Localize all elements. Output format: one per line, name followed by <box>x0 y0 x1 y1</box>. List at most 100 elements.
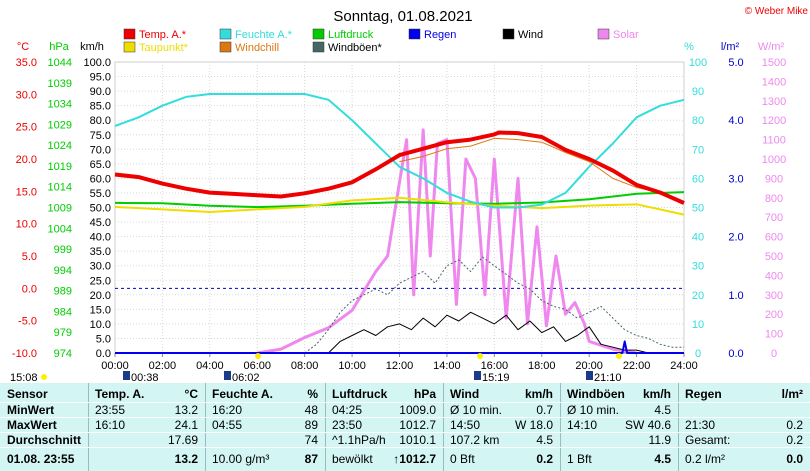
x-tick-label: 18:00 <box>528 360 556 372</box>
axis-tick-label: 1019 <box>48 161 72 173</box>
axis-tick-label: 95.0 <box>90 72 111 84</box>
legend-swatch <box>597 28 610 40</box>
legend-label: Taupunkt* <box>139 42 189 54</box>
legend-swatch <box>219 28 232 40</box>
table-column-divider <box>205 383 206 471</box>
axis-tick-label: 60.0 <box>90 173 111 185</box>
axis-tick-label: 10.0 <box>90 319 111 331</box>
table-cell-value: 0.2 <box>786 433 803 447</box>
axis-tick-label: 20 <box>692 290 704 302</box>
axis-tick-label: 80 <box>692 115 704 127</box>
axis-tick-label: 15.0 <box>16 186 37 198</box>
axis-tick-label: 10.0 <box>16 219 37 231</box>
table-cell-value: ↑1012.7 <box>393 452 436 466</box>
table-cell-note: ^1.1hPa/h <box>332 433 386 447</box>
axis-tick-label: 1014 <box>48 182 72 194</box>
table-cell-value: 0.2 <box>536 452 553 466</box>
chart-title: Sonntag, 01.08.2021 <box>333 8 472 25</box>
credit-label: © Weber Mike <box>745 6 809 17</box>
table-cell-note: 1 Bft <box>567 452 592 466</box>
series-line-dewpoint <box>114 196 685 216</box>
table-row-divider <box>0 417 810 418</box>
axis-tick-label: 90.0 <box>90 86 111 98</box>
table-header: Windböen <box>567 387 625 401</box>
axis-tick-label: 75.0 <box>90 130 111 142</box>
axis-tick-label: 35.0 <box>90 246 111 258</box>
axis-unit-label: W/m² <box>758 41 785 53</box>
table-column-divider <box>560 383 561 471</box>
axis-tick-label: 85.0 <box>90 101 111 113</box>
table-column-divider <box>678 383 679 471</box>
table-cell-value: 0.0 <box>786 452 803 466</box>
legend-label: Regen <box>424 29 456 41</box>
table-cell-note: 16:20 <box>212 403 243 417</box>
axis-tick-label: 70 <box>692 144 704 156</box>
table-cell-value: 1012.7 <box>399 418 436 432</box>
table-cell-note: 23:50 <box>332 418 363 432</box>
x-tick-label: 14:00 <box>433 360 461 372</box>
table-cell-note: bewölkt <box>332 452 373 466</box>
table-row-divider <box>0 447 810 448</box>
table-cell-note: 21:30 <box>685 418 716 432</box>
table-cell-value: 4.5 <box>654 403 671 417</box>
axis-tick-label: 15.0 <box>90 304 111 316</box>
table-cell-note: 14:50 <box>450 418 481 432</box>
sun-marker-label: 21:10 <box>594 372 622 383</box>
table-cell-value: 1010.1 <box>399 433 436 447</box>
grid <box>114 61 685 354</box>
table-cell-note: 23:55 <box>95 403 126 417</box>
below-axis-markers: 15:08 00:38 06:02 15:19 21:10 <box>10 353 622 383</box>
sun-marker-label: 00:38 <box>131 372 159 383</box>
table-cell-value: 74 <box>304 433 318 447</box>
axis-tick-label: 1200 <box>762 115 786 127</box>
axis-tick-label: 40.0 <box>90 232 111 244</box>
legend-swatch <box>219 41 232 53</box>
table-column-divider <box>325 383 326 471</box>
table-cell-value: 87 <box>304 452 318 466</box>
series-line-gust <box>304 256 684 354</box>
axis-tick-label: 900 <box>765 173 783 185</box>
axis-tick-label: 1500 <box>762 57 786 69</box>
axis-unit-label: km/h <box>80 41 104 53</box>
sun-marker-icon <box>474 371 481 380</box>
legend-swatch <box>312 41 325 53</box>
table-cell-note: 04:55 <box>212 418 243 432</box>
table-cell-note: 107.2 km <box>450 433 500 447</box>
table-cell-value: 4.5 <box>654 452 671 466</box>
axis-unit-label: l/m² <box>721 41 740 53</box>
axis-tick-label: 1.0 <box>728 290 743 302</box>
table-cell-note: Ø 10 min. <box>450 403 503 417</box>
series-line-pressure <box>114 191 685 209</box>
axis-tick-label: 55.0 <box>90 188 111 200</box>
axis-unit-label: hPa <box>49 41 69 53</box>
table-row-label: Durchschnitt <box>7 433 82 447</box>
series-line-temp <box>114 130 685 205</box>
axis-tick-label: 0 <box>695 348 701 360</box>
x-tick-label: 12:00 <box>386 360 414 372</box>
axis-tick-label: 300 <box>765 290 783 302</box>
axis-tick-label: 4.0 <box>728 115 743 127</box>
table-cell-value: 13.2 <box>174 403 198 417</box>
series-line-wind <box>328 311 684 354</box>
series-line-rain <box>115 340 684 354</box>
axis-tick-label: 80.0 <box>90 115 111 127</box>
table-header-unit: hPa <box>413 387 436 401</box>
axis-tick-label: 45.0 <box>90 217 111 229</box>
axis-unit-label: °C <box>17 41 29 53</box>
table-cell-note: 16:10 <box>95 418 126 432</box>
table-header-unit: km/h <box>642 387 671 401</box>
axis-unit-label: % <box>684 41 694 53</box>
legend-label: Luftdruck <box>328 29 374 41</box>
axis-tick-label: 989 <box>54 286 72 298</box>
legend-label: Wind <box>518 29 543 41</box>
table-cell-note: 04:25 <box>332 403 363 417</box>
x-tick-label: 02:00 <box>149 360 177 372</box>
table-row-divider <box>0 432 810 433</box>
legend-label: Windböen* <box>328 42 383 54</box>
legend-swatch <box>502 28 515 40</box>
axis-tick-label: 1000 <box>762 154 786 166</box>
axis-tick-label: 90 <box>692 86 704 98</box>
sun-marker-label: 06:02 <box>232 372 260 383</box>
legend-label: Feuchte A.* <box>235 29 293 41</box>
axis-tick-label: 1400 <box>762 76 786 88</box>
